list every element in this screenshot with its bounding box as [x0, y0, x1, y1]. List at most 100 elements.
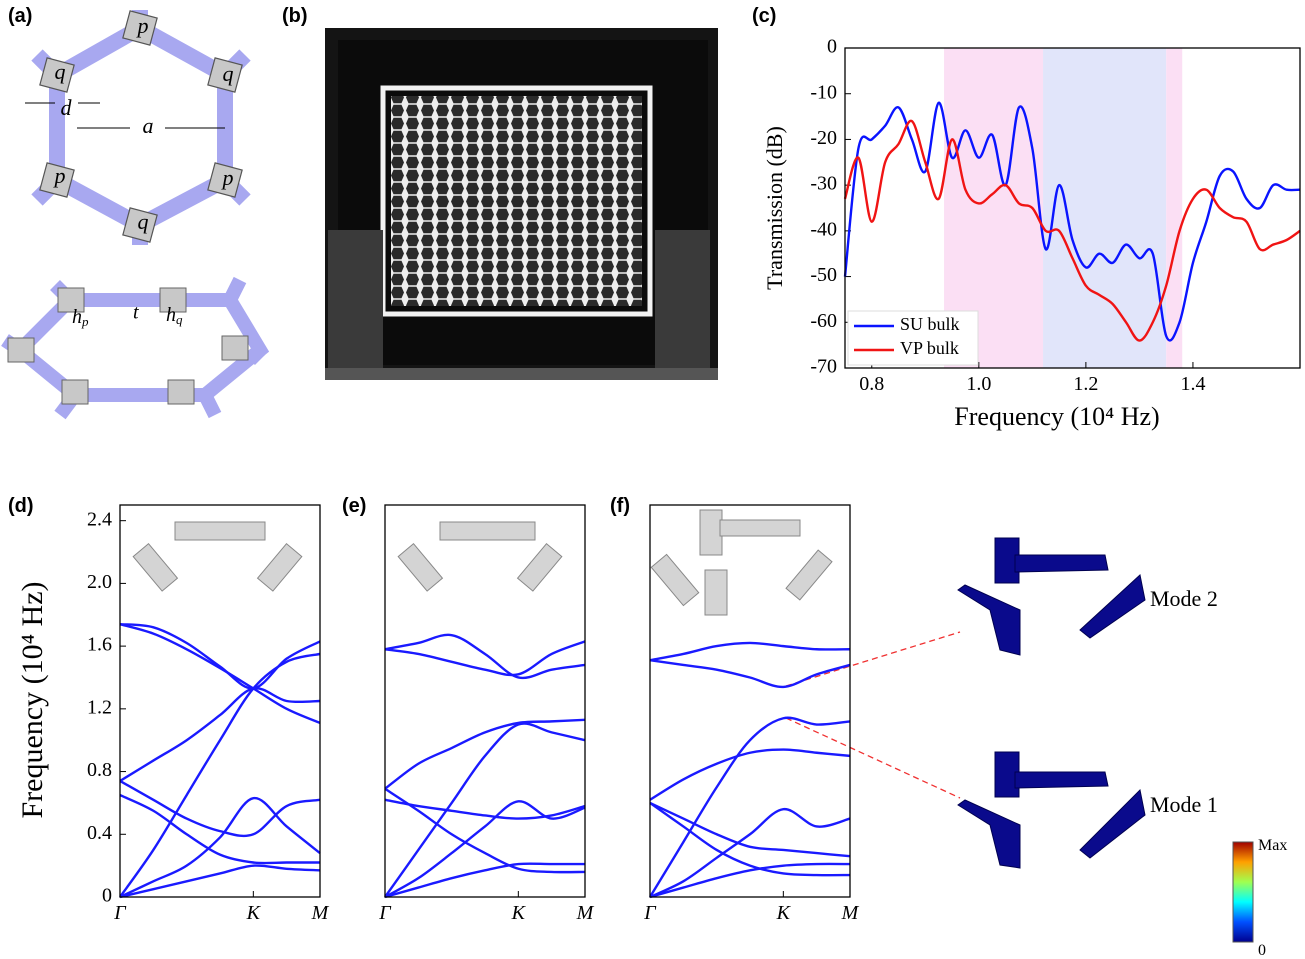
node-label: p: [136, 13, 149, 38]
mode-label: Mode 1: [1150, 792, 1218, 817]
label-part: h: [166, 304, 176, 326]
y-tick-label: -30: [810, 173, 837, 195]
dim-label: d: [61, 95, 73, 120]
series-line: [384, 787, 586, 874]
series-line: [843, 119, 1301, 342]
y-tick-label: -20: [810, 127, 837, 149]
node-label: p: [53, 163, 66, 188]
node-label: q: [138, 209, 149, 234]
mode-connector: [785, 631, 961, 799]
y-tick-label: 1.6: [87, 634, 112, 656]
x-tick-label: K: [776, 902, 792, 924]
y-tick-label: 2.4: [87, 508, 112, 530]
series-line: [384, 800, 586, 899]
legend-box: [847, 310, 979, 366]
x-tick-label: M: [576, 902, 595, 924]
y-axis-label: Frequency (10⁴ Hz): [16, 581, 49, 818]
series-line: [649, 862, 851, 899]
series-line: [384, 633, 586, 680]
shaded-band: [1043, 48, 1167, 368]
series-line: [119, 779, 321, 838]
colorbar: [1232, 841, 1254, 943]
series-line: [384, 862, 585, 899]
y-tick-label: 1.2: [87, 696, 112, 718]
x-tick-label: M: [311, 902, 330, 924]
series-line: [648, 716, 851, 898]
photo-b: [325, 28, 718, 380]
series-line: [119, 652, 321, 898]
y-axis-label: Transmission (dB): [762, 126, 787, 290]
x-tick-label: M: [841, 902, 860, 924]
series-line: [843, 101, 1301, 342]
label-part: h: [72, 306, 82, 328]
y-tick-label: -40: [810, 218, 837, 240]
legend-label: VP bulk: [900, 338, 959, 358]
schematic-a: p q p q p q d a: [25, 10, 251, 245]
panel-label: (d): [8, 495, 34, 517]
series-line: [384, 718, 586, 790]
series-line: [119, 864, 321, 899]
node-label: q: [55, 59, 66, 84]
plot-frame: [649, 504, 851, 898]
y-tick-label: 0: [827, 36, 837, 58]
x-axis-label: Frequency (10⁴ Hz): [954, 402, 1159, 431]
label-sub: q: [176, 312, 183, 327]
node-label: p: [221, 165, 234, 190]
dim-label: a: [143, 113, 154, 138]
y-tick-label: 0: [102, 885, 112, 907]
panel-label: (e): [342, 495, 366, 517]
plot-frame: [844, 47, 1301, 369]
colorbar-label: Max: [1258, 837, 1287, 854]
y-tick-label: -50: [810, 264, 837, 286]
thickness-label: t: [133, 302, 139, 324]
series-line: [649, 801, 851, 877]
x-tick-label: K: [511, 902, 527, 924]
mode-label: Mode 2: [1150, 586, 1218, 611]
series-line: [649, 659, 851, 689]
y-tick-label: 0.4: [87, 822, 112, 844]
x-tick-label: 0.8: [859, 373, 884, 395]
x-tick-label: Γ: [113, 902, 127, 924]
dim-lines: [25, 102, 225, 129]
plot-frame: [384, 504, 586, 898]
mode-shapes: [957, 537, 1146, 869]
plot-frame: [119, 504, 321, 898]
series-line: [649, 801, 851, 858]
x-tick-label: Γ: [643, 902, 657, 924]
series-line: [119, 797, 321, 899]
series-line: [119, 622, 321, 690]
schematic-a-3d: hp t hq: [1, 276, 270, 420]
x-tick-label: Γ: [378, 902, 392, 924]
panel-label: (f): [610, 495, 630, 517]
hex-frame: [49, 18, 233, 235]
x-tick-label: 1.2: [1073, 373, 1098, 395]
series-line: [384, 640, 586, 677]
panel-label: (c): [752, 5, 776, 27]
x-tick-label: 1.4: [1180, 373, 1205, 395]
series-line: [119, 793, 320, 865]
insets: [132, 509, 833, 616]
series-line: [649, 748, 851, 801]
label-sub: p: [81, 314, 89, 329]
y-tick-label: 2.0: [87, 571, 112, 593]
x-tick-label: K: [246, 902, 262, 924]
y-tick-label: -60: [810, 310, 837, 332]
series-line: [649, 807, 851, 899]
height-label: hq: [166, 304, 183, 327]
series-line: [119, 623, 321, 725]
series-line: [119, 687, 321, 782]
nodes: [39, 10, 243, 243]
y-tick-label: -70: [810, 356, 837, 378]
series-line: [649, 641, 851, 662]
node-label: q: [223, 61, 234, 86]
height-label: hp: [72, 306, 89, 329]
series-line: [384, 798, 586, 820]
shaded-band: [1166, 48, 1183, 368]
series-line: [384, 722, 586, 898]
panel-label: (a): [8, 5, 32, 27]
x-tick-label: 1.0: [966, 373, 991, 395]
colorbar-label: 0: [1258, 942, 1266, 959]
legend-label: SU bulk: [900, 314, 960, 334]
y-tick-label: 0.8: [87, 759, 112, 781]
